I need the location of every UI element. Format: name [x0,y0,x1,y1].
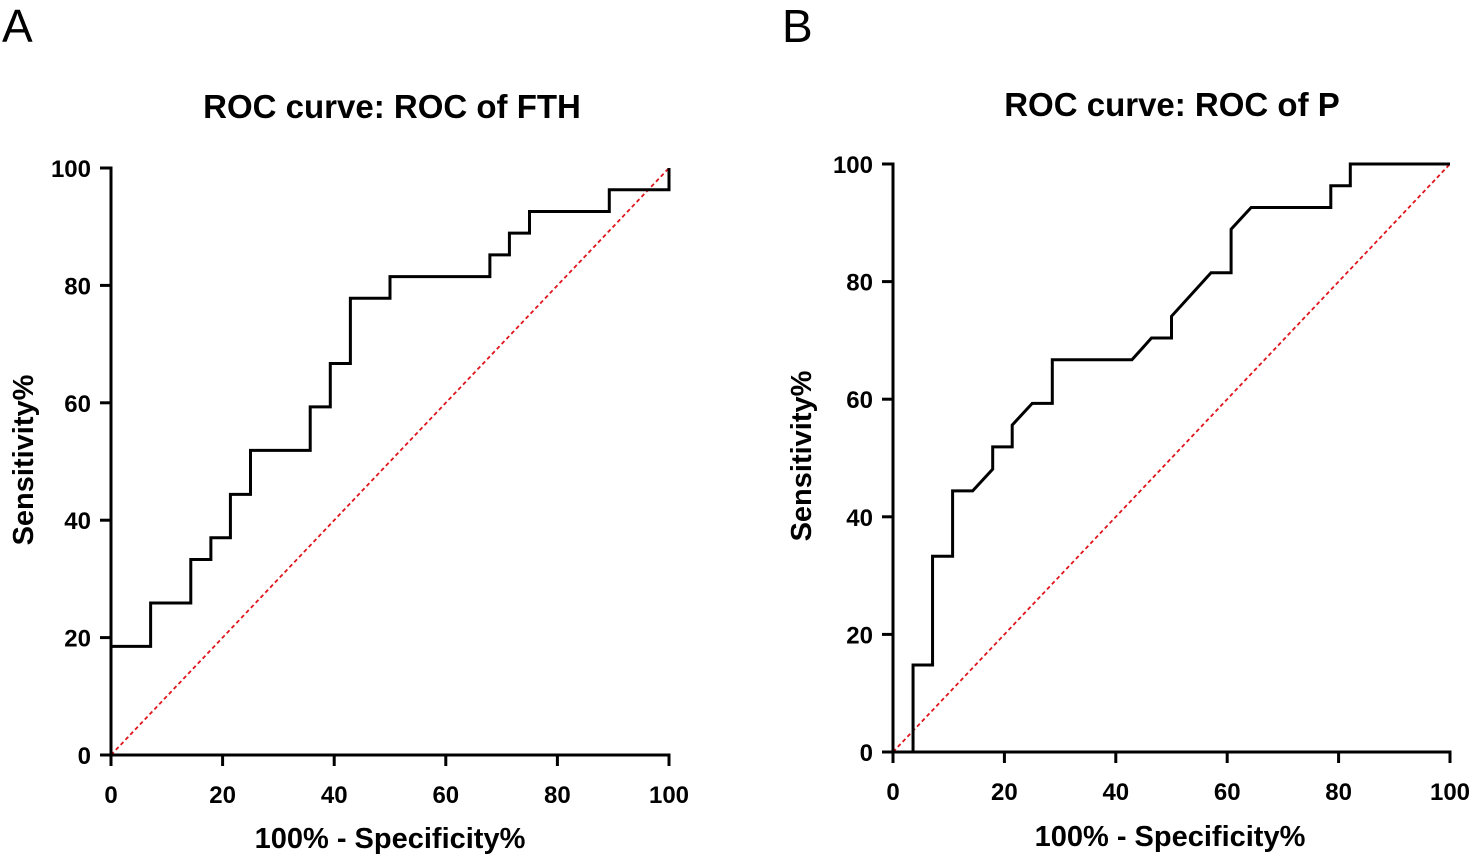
y-tick-label: 40 [64,508,91,535]
chart-title-a: ROC curve: ROC of FTH [203,88,581,125]
y-tick-label: 100 [51,156,91,183]
roc-curve-fth [109,168,671,755]
roc-curve-p [911,162,1450,752]
panel-b: B ROC curve: ROC of P 100% - Specificity… [782,0,1470,853]
y-tick-label: 40 [846,505,873,532]
x-axis-label-b: 100% - Specificity% [1035,821,1306,853]
ticks-a: 0 20 40 60 80 100 0 20 40 60 80 100 [51,156,689,809]
panel-a: A ROC curve: ROC of FTH 100% - Specifici… [2,0,689,855]
y-tick-label: 100 [833,152,873,179]
panel-letter-a: A [2,0,33,52]
y-axis-label-a: Sensitivity% [8,374,40,545]
x-tick-label: 80 [544,782,571,809]
y-tick-label: 80 [64,273,91,300]
reference-line-a [110,167,670,756]
x-tick-label: 100 [1430,779,1470,806]
y-tick-label: 20 [846,622,873,649]
x-tick-label: 80 [1325,779,1352,806]
x-axis-label-a: 100% - Specificity% [255,823,526,855]
x-tick-label: 100 [649,782,689,809]
chart-title-b: ROC curve: ROC of P [1004,86,1340,123]
x-tick-label: 40 [1102,779,1129,806]
x-tick-label: 40 [321,782,348,809]
reference-line-b [892,163,1451,753]
y-axis-label-b: Sensitivity% [786,370,818,541]
y-tick-label: 60 [846,387,873,414]
y-tick-label: 0 [78,743,91,770]
x-tick-label: 60 [1214,779,1241,806]
y-tick-label: 80 [846,270,873,297]
x-tick-label: 0 [104,782,117,809]
x-tick-label: 0 [886,779,899,806]
x-tick-label: 20 [991,779,1018,806]
x-tick-label: 60 [432,782,459,809]
y-tick-label: 20 [64,626,91,653]
y-tick-label: 0 [860,740,873,767]
y-tick-label: 60 [64,391,91,418]
panel-letter-b: B [782,0,813,52]
x-tick-label: 20 [209,782,236,809]
ticks-b: 0 20 40 60 80 100 0 20 40 60 80 100 [833,152,1470,806]
